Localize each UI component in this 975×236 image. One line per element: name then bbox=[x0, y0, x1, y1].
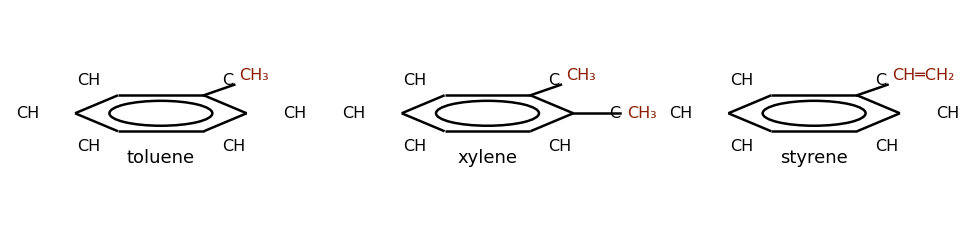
Text: CH═CH₂: CH═CH₂ bbox=[892, 68, 955, 83]
Text: CH₃: CH₃ bbox=[627, 106, 657, 121]
Text: CH: CH bbox=[77, 73, 100, 88]
Text: C: C bbox=[609, 106, 620, 121]
Text: C: C bbox=[875, 73, 886, 88]
Text: styrene: styrene bbox=[780, 149, 848, 167]
Text: CH: CH bbox=[404, 139, 427, 154]
Text: CH: CH bbox=[77, 139, 100, 154]
Text: CH: CH bbox=[16, 106, 39, 121]
Text: CH: CH bbox=[404, 73, 427, 88]
Text: CH: CH bbox=[548, 139, 571, 154]
Text: CH: CH bbox=[221, 139, 245, 154]
Text: CH: CH bbox=[283, 106, 306, 121]
Text: CH: CH bbox=[875, 139, 898, 154]
Text: CH: CH bbox=[730, 139, 754, 154]
Text: C: C bbox=[548, 73, 560, 88]
Text: CH: CH bbox=[936, 106, 959, 121]
Text: CH₃: CH₃ bbox=[239, 68, 269, 83]
Text: CH₃: CH₃ bbox=[566, 68, 596, 83]
Text: xylene: xylene bbox=[457, 149, 518, 167]
Text: CH: CH bbox=[669, 106, 692, 121]
Text: CH: CH bbox=[342, 106, 366, 121]
Text: toluene: toluene bbox=[127, 149, 195, 167]
Text: CH: CH bbox=[730, 73, 754, 88]
Text: C: C bbox=[221, 73, 233, 88]
